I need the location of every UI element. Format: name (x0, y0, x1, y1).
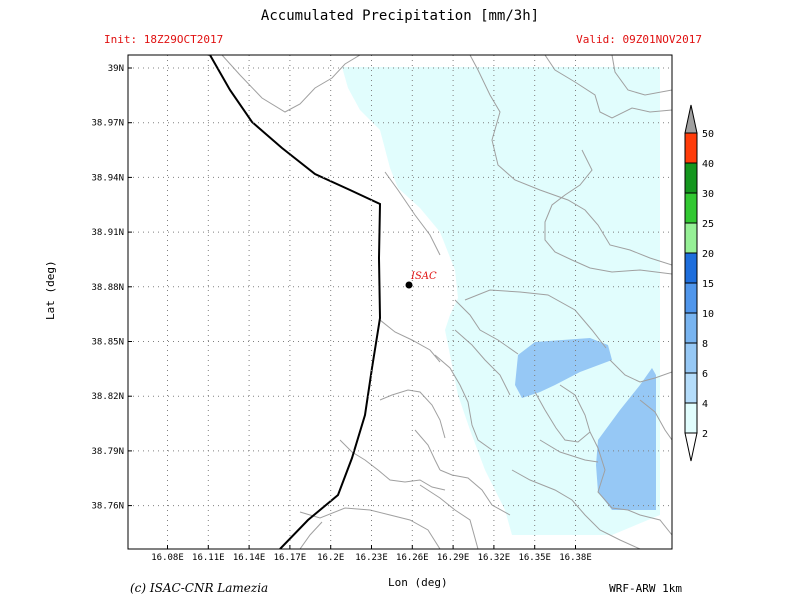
model-name: WRF-ARW 1km (609, 582, 682, 595)
colorbar-label: 50 (702, 129, 714, 140)
colorbar-label: 10 (702, 309, 714, 320)
init-time: Init: 18Z29OCT2017 (104, 33, 224, 46)
regional-borders (221, 55, 672, 549)
credit-text: (c) ISAC-CNR Lamezia (130, 581, 269, 595)
colorbar-box (684, 402, 698, 434)
x-tick-label: 16.2E (317, 553, 344, 563)
x-tick-label: 16.17E (274, 553, 307, 563)
y-tick-label: 39N (108, 64, 124, 74)
colorbar-label: 40 (702, 159, 714, 170)
x-tick-label: 16.23E (355, 553, 388, 563)
tick-labels: 16.08E 16.11E 16.14E 16.17E 16.2E 16.23E 16.26… (91, 64, 591, 563)
colorbar-label: 6 (702, 369, 708, 380)
precip-area-moderate-2 (596, 368, 656, 510)
x-tick-label: 16.26E (396, 553, 429, 563)
precip-layer (342, 67, 660, 535)
x-tick-label: 16.32E (478, 553, 511, 563)
colorbar-box (684, 222, 698, 254)
x-tick-label: 16.11E (192, 553, 225, 563)
y-tick-label: 38.91N (91, 228, 124, 238)
colorbar-label: 8 (702, 339, 708, 350)
colorbar-box (684, 342, 698, 374)
y-tick-label: 38.97N (91, 119, 124, 129)
colorbar-below-triangle (684, 432, 698, 462)
x-tick-label: 16.14E (233, 553, 266, 563)
y-tick-label: 38.88N (91, 283, 124, 293)
valid-time: Valid: 09Z01NOV2017 (576, 33, 702, 46)
colorbar-box (684, 162, 698, 194)
colorbar-label: 15 (702, 279, 714, 290)
x-tick-label: 16.29E (437, 553, 470, 563)
y-axis-label: Lat (deg) (44, 260, 57, 320)
colorbar-label: 30 (702, 189, 714, 200)
x-axis-label: Lon (deg) (388, 576, 448, 589)
y-tick-label: 38.76N (91, 502, 124, 512)
station-label: ISAC (410, 271, 437, 282)
y-tick-label: 38.82N (91, 392, 124, 402)
colorbar-box (684, 132, 698, 164)
colorbar-box (684, 252, 698, 284)
y-tick-label: 38.79N (91, 447, 124, 457)
colorbar: 2 4 6 8 10 15 20 25 30 40 50 (684, 104, 714, 462)
colorbar-label: 4 (702, 399, 708, 410)
grid-layer (128, 55, 672, 549)
colorbar-box (684, 192, 698, 224)
colorbar-box (684, 372, 698, 404)
colorbar-box (684, 312, 698, 344)
x-tick-label: 16.08E (151, 553, 184, 563)
chart-title: Accumulated Precipitation [mm/3h] (260, 8, 540, 24)
plot-frame (127, 54, 673, 550)
colorbar-box (684, 282, 698, 314)
colorbar-label: 2 (702, 429, 708, 440)
y-tick-label: 38.94N (91, 173, 124, 183)
y-tick-label: 38.85N (91, 338, 124, 348)
station-marker (405, 281, 413, 289)
colorbar-label: 25 (702, 219, 714, 230)
colorbar-label: 20 (702, 249, 714, 260)
coastline (209, 55, 382, 549)
x-tick-label: 16.38E (559, 553, 592, 563)
x-tick-label: 16.35E (518, 553, 551, 563)
precip-area-moderate-1 (515, 338, 612, 398)
colorbar-above-triangle (684, 104, 698, 134)
